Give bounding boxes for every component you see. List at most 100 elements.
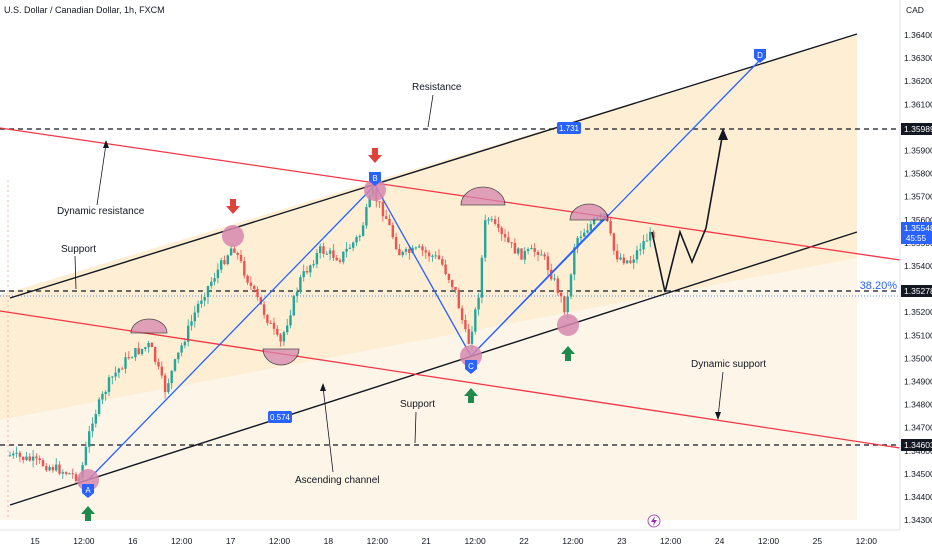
candles-group [8, 182, 655, 487]
candle-body [431, 255, 434, 257]
candle-body [91, 423, 94, 432]
candle-body [652, 231, 655, 239]
candle-body [401, 251, 404, 256]
candle-body [427, 252, 431, 257]
candle-body [269, 322, 272, 324]
candle-body [130, 357, 134, 359]
time-tick: 23 [617, 536, 627, 546]
candle-body [239, 254, 243, 262]
time-axis[interactable] [0, 530, 900, 550]
price-tag-3: 1.34603 [901, 439, 932, 451]
candle-body [137, 348, 140, 354]
candle-body [635, 250, 639, 260]
candle-body [342, 251, 345, 262]
candle-body [424, 250, 427, 253]
candle-body [226, 255, 229, 265]
annotation-support-bottom: Support [400, 399, 435, 410]
candle-body [319, 246, 322, 254]
candle-body [457, 289, 460, 309]
candle-body [249, 282, 253, 286]
up-arrow-1 [81, 506, 95, 521]
candle-body [144, 347, 147, 349]
candle-body [305, 271, 309, 273]
channel-fill-lower [0, 258, 857, 520]
candle-body [434, 255, 437, 257]
time-tick: 22 [519, 536, 529, 546]
candle-body [530, 248, 533, 250]
candle-body [404, 249, 408, 252]
candle-body [381, 202, 385, 217]
candle-body [196, 303, 200, 313]
candle-body [451, 280, 454, 287]
candle-body [474, 309, 477, 332]
candle-body [391, 225, 394, 238]
time-tick: 12:00 [562, 536, 584, 546]
candle-body [121, 368, 124, 370]
arc-top-2 [460, 186, 506, 206]
point-a-label: A [85, 486, 91, 495]
candle-body [576, 238, 579, 248]
candle-body [282, 332, 286, 342]
candle-body [493, 219, 497, 224]
point-a-marker: A [82, 484, 94, 498]
time-tick: 12:00 [464, 536, 486, 546]
candle-body [183, 341, 187, 346]
ratio-0574: 0.574 [270, 413, 291, 422]
candle-body [315, 253, 319, 265]
highlight-b [364, 179, 386, 201]
candle-body [513, 242, 517, 254]
candle-body [421, 246, 424, 251]
candle-body [467, 329, 470, 344]
candle-body [632, 259, 635, 263]
lightning-icon[interactable] [647, 514, 661, 528]
candle-body [490, 219, 493, 221]
time-tick: 12:00 [758, 536, 780, 546]
candle-body [517, 248, 520, 254]
candle-body [408, 249, 411, 254]
price-axis[interactable] [900, 0, 932, 550]
candle-body [68, 473, 71, 475]
candle-body [444, 264, 447, 275]
channel-fill [0, 35, 857, 420]
candle-body [206, 286, 210, 298]
arc-bottom-1 [262, 348, 300, 366]
candle-body [579, 236, 583, 239]
candle-body [559, 292, 563, 297]
price-tick: 1.35800 [904, 169, 932, 179]
ratio-1731-box [557, 122, 581, 134]
svg-text:45:55: 45:55 [906, 234, 927, 243]
candle-body [497, 223, 500, 228]
candle-body [150, 343, 154, 348]
time-tick: 17 [226, 536, 236, 546]
candle-body [213, 278, 216, 282]
candle-body [437, 255, 441, 260]
candle-body [553, 278, 556, 280]
candle-body [140, 348, 144, 354]
ascending-channel-upper [9, 33, 858, 299]
candle-body [629, 260, 632, 263]
candle-body [500, 227, 503, 235]
candle-body [365, 207, 368, 226]
candle-body [592, 218, 596, 225]
candle-body [322, 246, 325, 254]
candle-body [114, 372, 117, 377]
candle-body [210, 281, 213, 287]
candle-body [625, 260, 629, 264]
candle-body [292, 296, 295, 316]
candle-body [378, 201, 381, 203]
candle-body [649, 231, 652, 241]
time-axis-ticks: 15 12:00 16 12:00 17 12:00 18 12:00 21 12:00 22 12:… [30, 536, 877, 546]
arc-top-3 [569, 203, 609, 221]
time-tick: 16 [128, 536, 138, 546]
arc-top-1 [130, 318, 168, 334]
ratio-0574-box [268, 411, 292, 423]
candle-body [309, 265, 312, 273]
candle-body [312, 264, 315, 266]
candle-body [31, 456, 35, 461]
candle-body [460, 308, 464, 321]
candle-body [609, 220, 612, 234]
candle-body [117, 368, 121, 373]
candle-body [348, 247, 352, 249]
point-d-marker: D [754, 49, 766, 63]
